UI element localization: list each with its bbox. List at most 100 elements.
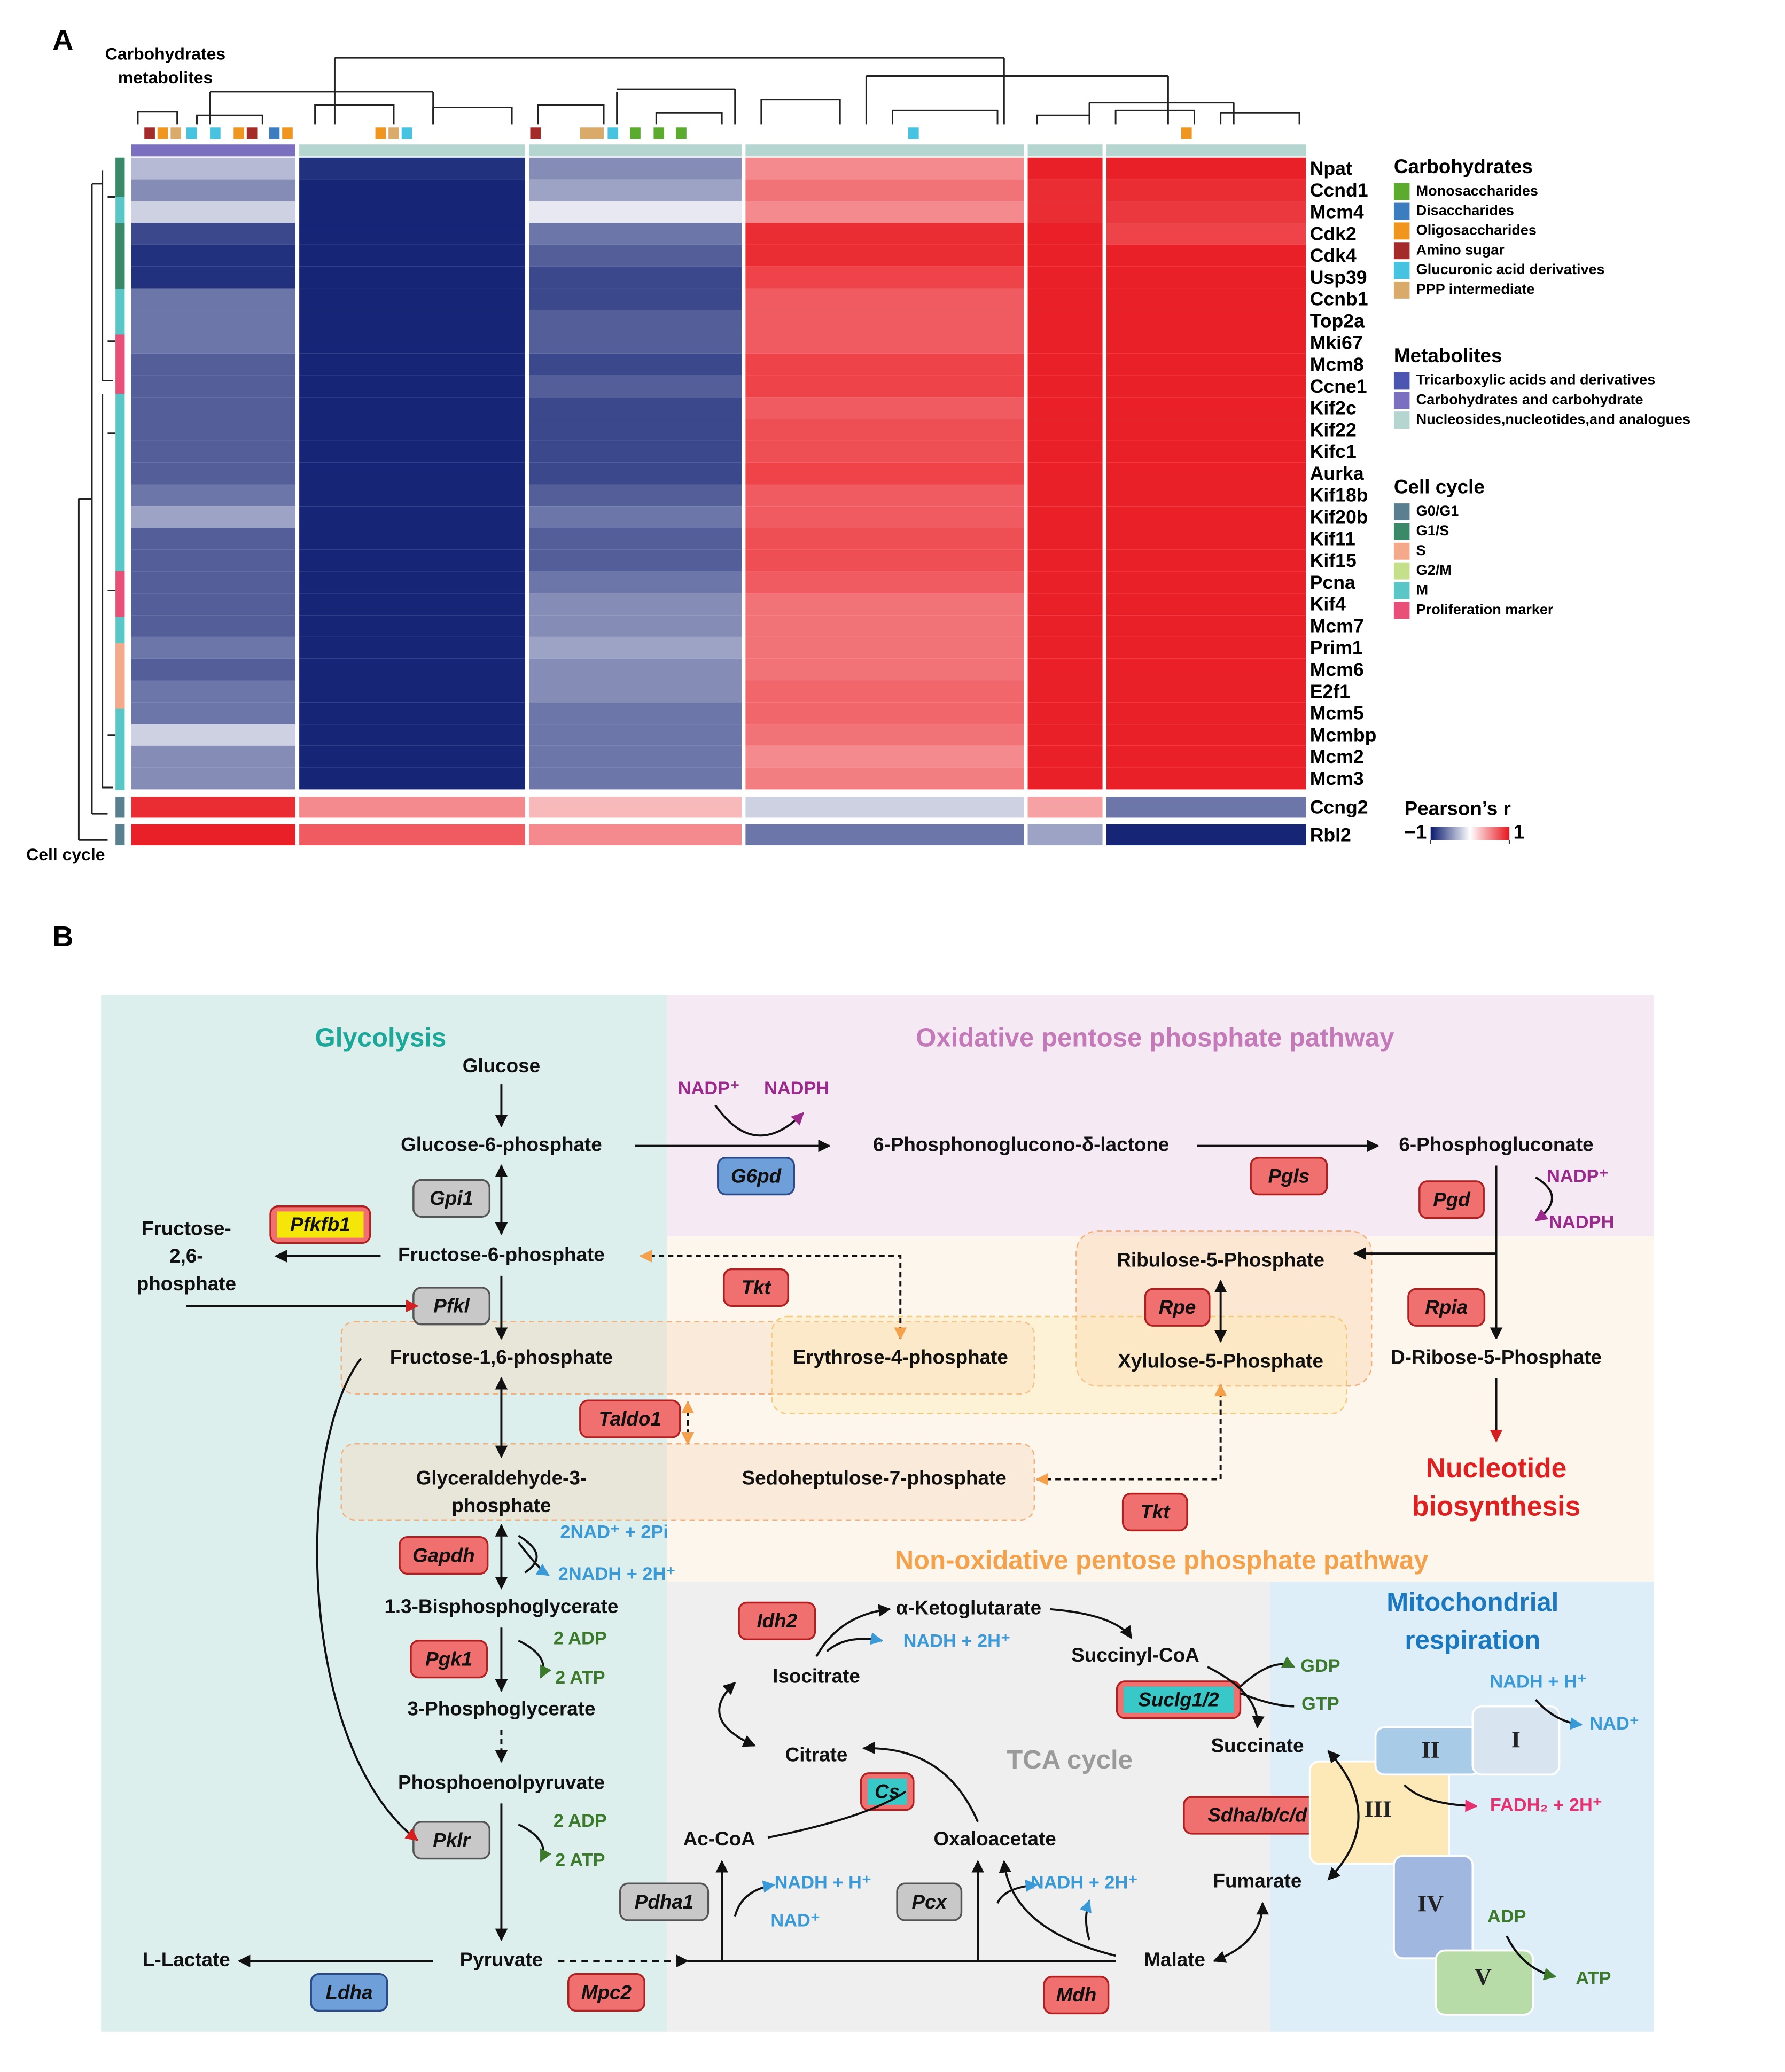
cofactor: 2NAD⁺ + 2Pi [560,1522,668,1542]
heatmap-cell [1027,745,1103,768]
heatmap-cell [745,223,1024,245]
legend-label: Tricarboxylic acids and derivatives [1416,372,1656,388]
heatmap-cell [299,201,525,223]
metabolite: Ribulose-5-Phosphate [1117,1249,1324,1271]
enzyme-box [1144,1288,1211,1327]
metabolite: Glucose [463,1055,540,1077]
row-label: Kif18b [1310,485,1368,506]
heatmap-cell [299,223,525,245]
heatmap-cell [529,288,742,310]
heatmap-cell [299,571,525,594]
cell-cycle-strip [115,797,125,818]
row-label: Rbl2 [1310,824,1351,845]
row-label: Kif4 [1310,594,1346,615]
heatmap-cell [1027,658,1103,681]
heatmap-cell [1027,767,1103,790]
legend-label: S [1416,542,1426,558]
heatmap-cell [1106,528,1306,550]
enzyme-highlight [277,1211,364,1238]
metabolite: phosphate [451,1494,551,1516]
row-label: Mcm8 [1310,354,1364,375]
heatmap-cell [299,310,525,332]
metabolite: Fumarate [1213,1870,1302,1892]
heatmap-cell [1027,724,1103,746]
metabolite: Succinyl-CoA [1071,1644,1199,1666]
heatmap-cell [529,375,742,398]
heatmap-cell [299,745,525,768]
cofactor: NADH + H⁺ [775,1872,871,1892]
heatmap-cell [529,593,742,616]
enzyme-box [896,1882,963,1921]
annotation-strip [529,144,742,157]
legend-swatch [1393,281,1410,299]
heatmap-cell [745,179,1024,201]
enzyme-box [579,1399,681,1438]
heatmap-cell [299,332,525,354]
heatmap-cell [529,797,742,818]
colorbar [1430,827,1510,840]
row-label: Kif11 [1310,528,1355,549]
heatmap-cell [1106,549,1306,572]
heatmap-cell [299,549,525,572]
metabolite: Citrate [785,1744,848,1766]
region-title: respiration [1405,1626,1540,1655]
heatmap-cell [1027,179,1103,201]
heatmap-cell [1106,658,1306,681]
heatmap-cell [745,440,1024,463]
row-label: Ccnd1 [1310,180,1368,201]
enzyme-box [410,1640,488,1679]
dendrogram [137,99,1300,125]
axis-title: Carbohydrates [105,44,225,64]
region-title: Nucleotide [1426,1452,1567,1483]
heatmap-cell [131,615,295,637]
heatmap-cell [299,353,525,376]
heatmap-cell [131,310,295,332]
heatmap-cell [299,636,525,659]
enzyme-box [738,1601,816,1641]
heatmap-cell [529,767,742,790]
row-label: Mcm5 [1310,703,1364,724]
heatmap-cell [1106,797,1306,818]
enzyme-box [1407,1288,1486,1327]
heatmap-cell [745,201,1024,223]
legend-label: Proliferation marker [1416,601,1554,617]
cofactor: 2 ATP [555,1668,605,1688]
cell-cycle-strip [115,223,125,289]
heatmap-cell [745,157,1024,180]
dendrogram [209,57,1235,125]
colorbar-title: Pearson’s r [1405,797,1511,819]
enzyme-label: Mdh [1056,1984,1097,2006]
enzyme-box [310,1973,388,2012]
enzyme-box [567,1973,645,2012]
legend-label: G2/M [1416,562,1452,578]
heatmap-cell [1027,484,1103,507]
heatmap-cell [529,724,742,746]
enzyme-highlight [867,1778,907,1805]
heatmap-cell [1027,571,1103,594]
metabolite: Fructose-6-phosphate [398,1244,605,1266]
row-label: Aurka [1310,463,1365,484]
heatmap-cell [745,797,1024,818]
legend-label: Glucuronic acid derivatives [1416,261,1605,277]
complex-label: IV [1417,1890,1444,1917]
heatmap-cell [1106,310,1306,332]
metabolite: α-Ketoglutarate [896,1597,1041,1619]
legend-title: Cell cycle [1394,476,1485,498]
enzyme-label: Taldo1 [599,1408,661,1430]
region-title: Glycolysis [315,1024,447,1053]
enzyme-label: Rpe [1159,1296,1196,1318]
heatmap-cell [745,745,1024,768]
cofactor: NADH + 2H⁺ [1031,1872,1138,1892]
heatmap-cell [299,528,525,550]
heatmap-cell [131,797,295,818]
heatmap-cell [745,549,1024,572]
row-label: Mcm6 [1310,659,1364,680]
heatmap-cell [1106,484,1306,507]
heatmap-cell [529,179,742,201]
heatmap-cell [529,462,742,485]
annotation-strip [745,144,1024,157]
heatmap-cell [1106,244,1306,267]
cofactor: GDP [1300,1656,1340,1676]
region-title: Non-oxidative pentose phosphate pathway [895,1546,1429,1575]
